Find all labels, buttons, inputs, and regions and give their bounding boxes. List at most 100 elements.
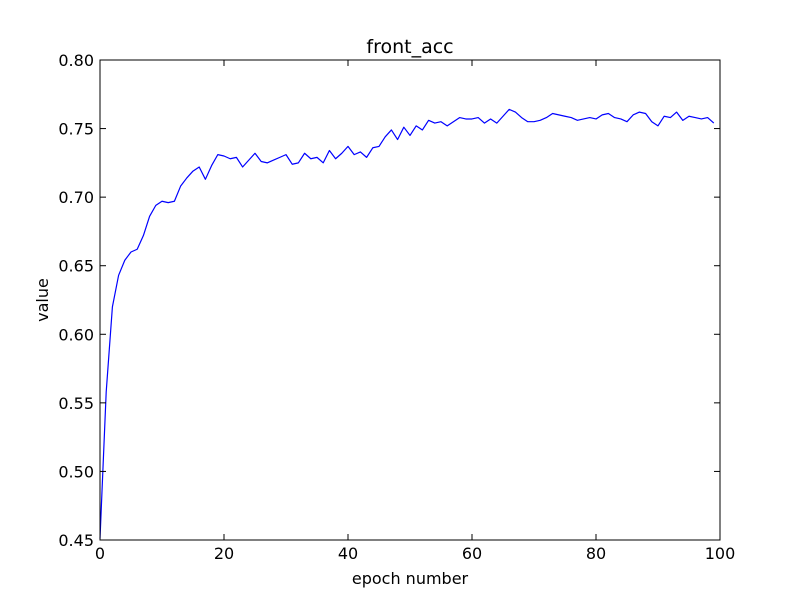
data-point (577, 120, 578, 121)
data-point (521, 117, 522, 118)
data-point (347, 146, 348, 147)
data-point (484, 122, 485, 123)
data-point (608, 113, 609, 114)
y-tick-label: 0.50 (58, 462, 94, 481)
data-point (682, 120, 683, 121)
x-axis-title: epoch number (352, 569, 469, 588)
data-point (602, 114, 603, 115)
data-point (670, 117, 671, 118)
data-point (298, 162, 299, 163)
data-point (199, 166, 200, 167)
data-point (186, 177, 187, 178)
data-point (285, 154, 286, 155)
data-point (657, 125, 658, 126)
data-point (676, 112, 677, 113)
data-point (261, 161, 262, 162)
data-point (366, 157, 367, 158)
data-point (112, 306, 113, 307)
data-point (192, 170, 193, 171)
data-point (124, 260, 125, 261)
data-point (639, 112, 640, 113)
data-point (137, 249, 138, 250)
data-point (236, 157, 237, 158)
data-point (341, 153, 342, 154)
data-point (360, 151, 361, 152)
data-point (391, 129, 392, 130)
data-point (527, 121, 528, 122)
data-point (626, 121, 627, 122)
data-point (540, 120, 541, 121)
data-point (397, 139, 398, 140)
data-point (273, 160, 274, 161)
data-point (478, 117, 479, 118)
data-point (490, 118, 491, 119)
data-point (378, 146, 379, 147)
data-point (571, 117, 572, 118)
data-point (434, 122, 435, 123)
data-point (168, 202, 169, 203)
x-tick-label: 40 (338, 544, 358, 563)
data-point (558, 114, 559, 115)
data-point (651, 121, 652, 122)
x-tick-label: 80 (586, 544, 606, 563)
data-point (180, 186, 181, 187)
plot-frame (99, 59, 721, 541)
data-point (211, 165, 212, 166)
data-point (155, 205, 156, 206)
data-point (533, 121, 534, 122)
y-axis-title: value (33, 278, 52, 322)
y-tick-label: 0.65 (58, 257, 94, 276)
data-point (428, 120, 429, 121)
data-point (316, 157, 317, 158)
data-point (409, 135, 410, 136)
data-point (223, 155, 224, 156)
data-point (161, 201, 162, 202)
data-point (254, 153, 255, 154)
data-point (149, 216, 150, 217)
data-point (174, 201, 175, 202)
data-point (403, 127, 404, 128)
x-tick-label: 100 (705, 544, 736, 563)
data-point (118, 275, 119, 276)
data-point (372, 147, 373, 148)
data-point (688, 116, 689, 117)
data-point (664, 116, 665, 117)
data-point (106, 391, 107, 392)
y-axis-ticks: 0.45 0.50 0.55 0.60 0.65 0.70 0.75 0.80 (58, 51, 720, 550)
data-point (695, 117, 696, 118)
data-point (546, 117, 547, 118)
x-tick-label: 0 (95, 544, 105, 563)
data-point (267, 162, 268, 163)
data-point (583, 118, 584, 119)
data-point (707, 117, 708, 118)
data-point (143, 235, 144, 236)
data-point (422, 129, 423, 130)
data-point (471, 118, 472, 119)
data-point (459, 117, 460, 118)
data-point (496, 122, 497, 123)
y-tick-label: 0.45 (58, 531, 94, 550)
data-point (329, 150, 330, 151)
data-point (447, 125, 448, 126)
y-tick-label: 0.75 (58, 120, 94, 139)
data-point (416, 125, 417, 126)
data-point (564, 116, 565, 117)
data-point (453, 121, 454, 122)
data-point (465, 118, 466, 119)
data-point (620, 118, 621, 119)
plot-area (99, 108, 715, 539)
data-point (335, 158, 336, 159)
data-point (589, 117, 590, 118)
data-point (440, 121, 441, 122)
data-point (230, 158, 231, 159)
x-axis-ticks: 0 20 40 60 80 100 (95, 60, 735, 563)
data-point (645, 113, 646, 114)
data-point (323, 162, 324, 163)
y-tick-label: 0.70 (58, 188, 94, 207)
data-point (713, 122, 714, 123)
data-point (595, 118, 596, 119)
data-point (354, 154, 355, 155)
data-point (552, 113, 553, 114)
data-point (217, 154, 218, 155)
